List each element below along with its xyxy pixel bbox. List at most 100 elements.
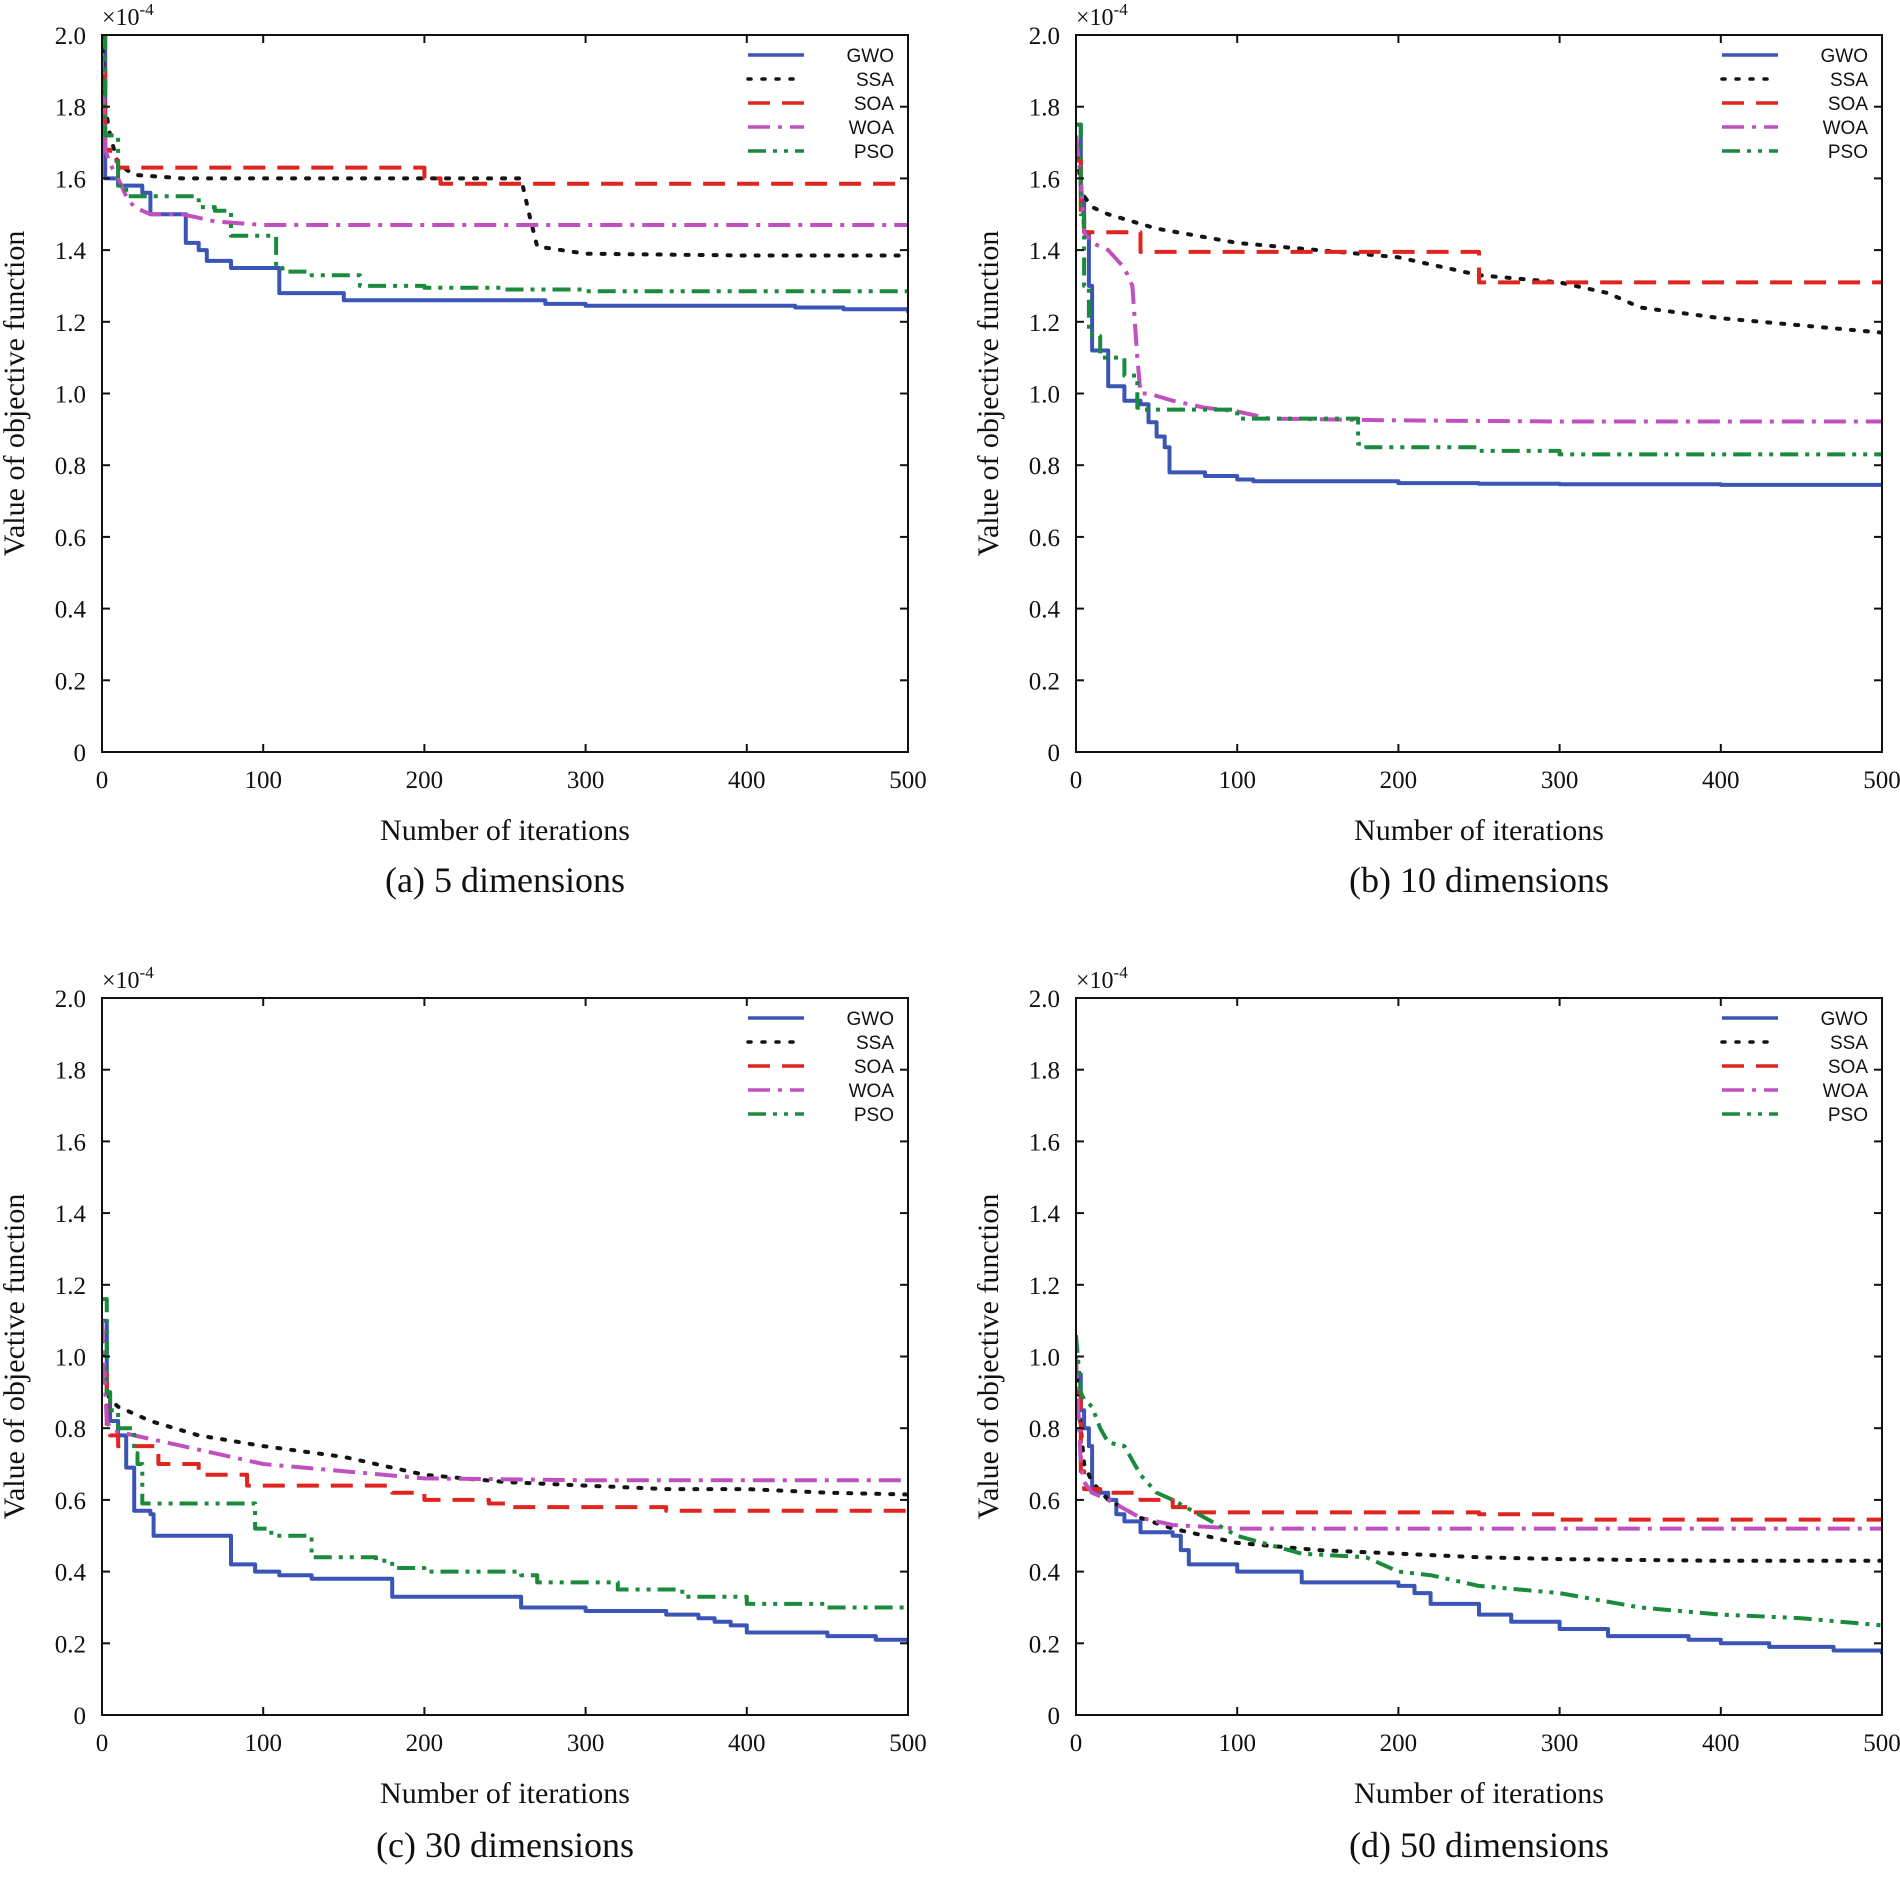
- x-tick-label: 200: [406, 1730, 444, 1757]
- legend-label-pso: PSO: [854, 142, 894, 163]
- y-tick-label: 1.4: [1029, 238, 1061, 265]
- series-line-gwo: [102, 1318, 908, 1644]
- series-line-woa: [102, 1320, 908, 1483]
- x-tick-label: 100: [244, 1730, 282, 1757]
- y-axis-label: Value of objective function: [0, 231, 31, 557]
- legend-label-woa: WOA: [1823, 1081, 1869, 1102]
- y-axis-label: Value of objective function: [0, 1194, 31, 1520]
- y-tick-label: 0: [1048, 740, 1061, 767]
- legend-label-soa: SOA: [1828, 1057, 1868, 1078]
- x-tick-label: 0: [96, 767, 109, 794]
- x-tick-label: 400: [728, 1730, 766, 1757]
- y-tick-label: 2.0: [55, 23, 86, 50]
- x-tick-label: 500: [889, 767, 927, 794]
- x-tick-label: 100: [1218, 767, 1256, 794]
- legend-label-woa: WOA: [849, 118, 895, 139]
- y-tick-label: 0: [74, 1703, 87, 1730]
- series-line-gwo: [102, 35, 908, 313]
- y-tick-label: 1.0: [1029, 382, 1060, 409]
- subfigure-caption: (d) 50 dimensions: [1349, 1825, 1609, 1865]
- legend-label-ssa: SSA: [1830, 70, 1868, 91]
- legend-label-soa: SOA: [1828, 94, 1868, 115]
- y-exponent-label: ×10-4: [102, 963, 154, 994]
- x-tick-label: 0: [1070, 1730, 1083, 1757]
- x-axis-label: Number of iterations: [1354, 1777, 1604, 1810]
- y-tick-label: 1.6: [1029, 1129, 1060, 1156]
- y-tick-label: 1.8: [1029, 1058, 1060, 1085]
- x-tick-label: 100: [1218, 1730, 1256, 1757]
- legend-label-pso: PSO: [1828, 142, 1868, 163]
- series-line-pso: [1076, 1334, 1882, 1628]
- x-tick-label: 200: [406, 767, 444, 794]
- y-tick-label: 1.2: [55, 1273, 86, 1300]
- y-tick-label: 0.6: [55, 525, 86, 552]
- y-tick-label: 0.4: [55, 597, 87, 624]
- y-tick-label: 2.0: [55, 986, 86, 1013]
- y-tick-label: 0.2: [1029, 1631, 1060, 1658]
- legend-label-soa: SOA: [854, 94, 894, 115]
- series-line-gwo: [1076, 122, 1882, 487]
- y-tick-label: 2.0: [1029, 23, 1060, 50]
- x-tick-label: 200: [1380, 767, 1418, 794]
- y-exponent-label: ×10-4: [1076, 963, 1128, 994]
- y-tick-label: 1.2: [55, 310, 86, 337]
- x-axis-label: Number of iterations: [1354, 814, 1604, 847]
- y-tick-label: 0.4: [1029, 597, 1061, 624]
- y-exponent-label: ×10-4: [102, 0, 154, 31]
- x-tick-label: 500: [1863, 1730, 1900, 1757]
- y-tick-label: 1.0: [1029, 1345, 1060, 1372]
- y-tick-label: 1.2: [1029, 1273, 1060, 1300]
- y-exponent-label: ×10-4: [1076, 0, 1128, 31]
- y-tick-label: 0: [1048, 1703, 1061, 1730]
- x-tick-label: 400: [1702, 1730, 1740, 1757]
- series-line-ssa: [1076, 1361, 1882, 1563]
- x-tick-label: 400: [1702, 767, 1740, 794]
- x-tick-label: 0: [1070, 767, 1083, 794]
- x-tick-label: 300: [1541, 1730, 1579, 1757]
- x-tick-label: 100: [244, 767, 282, 794]
- y-tick-label: 1.8: [55, 95, 86, 122]
- legend-label-ssa: SSA: [856, 1033, 894, 1054]
- y-tick-label: 0.8: [1029, 1416, 1060, 1443]
- series-line-pso: [102, 1297, 908, 1610]
- y-tick-label: 1.2: [1029, 310, 1060, 337]
- legend-label-ssa: SSA: [1830, 1033, 1868, 1054]
- x-tick-label: 500: [889, 1730, 927, 1757]
- legend-label-gwo: GWO: [1821, 46, 1869, 67]
- series-line-woa: [1076, 1356, 1882, 1531]
- legend: GWO SSA SOA WOA PSO: [1720, 46, 1869, 163]
- legend: GWO SSA SOA WOA PSO: [746, 1009, 895, 1126]
- legend-label-soa: SOA: [854, 1057, 894, 1078]
- legend-label-gwo: GWO: [847, 46, 895, 67]
- y-tick-label: 1.6: [55, 166, 86, 193]
- series-line-ssa: [102, 35, 908, 258]
- legend-label-woa: WOA: [1823, 118, 1869, 139]
- legend: GWO SSA SOA WOA PSO: [746, 46, 895, 163]
- y-tick-label: 0.4: [55, 1560, 87, 1587]
- legend-label-gwo: GWO: [1821, 1009, 1869, 1030]
- chart-panel: 0 100 200 300 400 500 0 0.2 0.4 0.6 0.8 1.0 1.2 1.4 1.…: [0, 0, 927, 900]
- y-tick-label: 1.4: [55, 1201, 87, 1228]
- y-tick-label: 0.6: [1029, 1488, 1060, 1515]
- x-axis-label: Number of iterations: [380, 1777, 630, 1810]
- y-tick-label: 1.8: [55, 1058, 86, 1085]
- x-tick-label: 300: [567, 1730, 605, 1757]
- legend-label-pso: PSO: [854, 1105, 894, 1126]
- x-tick-label: 0: [96, 1730, 109, 1757]
- subfigure-caption: (b) 10 dimensions: [1349, 860, 1609, 900]
- y-tick-label: 0.2: [1029, 668, 1060, 695]
- x-axis-label: Number of iterations: [380, 814, 630, 847]
- y-tick-label: 0.8: [55, 1416, 86, 1443]
- y-tick-label: 0.2: [55, 1631, 86, 1658]
- series-line-soa: [102, 1372, 908, 1515]
- y-tick-label: 1.4: [1029, 1201, 1061, 1228]
- y-axis-label: Value of objective function: [972, 231, 1005, 557]
- y-tick-label: 2.0: [1029, 986, 1060, 1013]
- y-tick-label: 0.8: [55, 453, 86, 480]
- legend-label-woa: WOA: [849, 1081, 895, 1102]
- legend-label-pso: PSO: [1828, 1105, 1868, 1126]
- y-tick-label: 0.6: [1029, 525, 1060, 552]
- x-tick-label: 300: [1541, 767, 1579, 794]
